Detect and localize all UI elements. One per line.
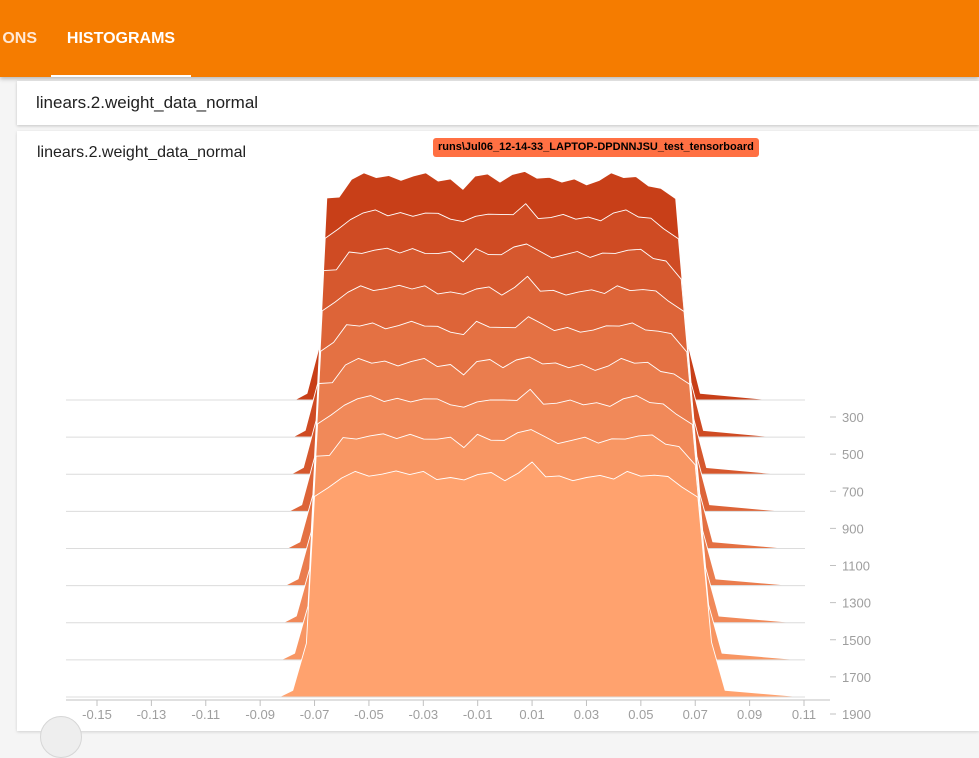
step-tick-label: 1900 (842, 707, 871, 722)
step-tick-label: 1300 (842, 596, 871, 611)
tab-histograms-label: HISTOGRAMS (66, 30, 176, 47)
tag-filter-value[interactable]: linears.2.weight_data_normal (36, 93, 259, 112)
x-tick-label: -0.05 (354, 707, 384, 722)
card-title: linears.2.weight_data_normal (37, 144, 247, 161)
x-tick-label: 0.07 (683, 707, 708, 722)
x-tick-label: 0.11 (792, 707, 816, 722)
histogram-chart: 300 500 700 900 1100 1300 1500 1700 1900 -0.15 -0.… (66, 170, 871, 722)
tab-distributions[interactable]: ONS (2, 30, 37, 47)
histogram-step-1900 (96, 461, 805, 698)
tab-histograms[interactable]: HISTOGRAMS (51, 0, 191, 77)
step-tick-label: 500 (842, 447, 864, 462)
x-tick-label: 0.03 (574, 707, 599, 722)
x-tick-label: -0.07 (300, 707, 330, 722)
step-tick-label: 700 (842, 484, 864, 499)
step-tick-label: 900 (842, 521, 864, 536)
step-tick-label: 1500 (842, 633, 871, 648)
x-tick-label: -0.09 (245, 707, 275, 722)
x-tick-label: 0.01 (519, 707, 544, 722)
expand-button[interactable] (40, 716, 82, 758)
x-tick-label: -0.11 (191, 707, 220, 722)
x-tick-label: 0.09 (737, 707, 762, 722)
x-tick-label: -0.01 (463, 707, 493, 722)
step-tick-label: 1700 (842, 670, 871, 685)
step-tick-label: 300 (842, 410, 864, 425)
run-tag[interactable]: runs\Jul06_12-14-33_LAPTOP-DPDNNJSU_test… (433, 138, 759, 157)
x-tick-label: -0.15 (82, 707, 112, 722)
x-tick-label: -0.03 (408, 707, 438, 722)
x-tick-label: 0.05 (628, 707, 653, 722)
app-header: ONS HISTOGRAMS (0, 0, 979, 77)
x-tick-label: -0.13 (137, 707, 167, 722)
tag-filter-row[interactable]: linears.2.weight_data_normal (17, 81, 979, 125)
step-tick-label: 1100 (842, 559, 870, 574)
active-tab-indicator (51, 75, 191, 77)
